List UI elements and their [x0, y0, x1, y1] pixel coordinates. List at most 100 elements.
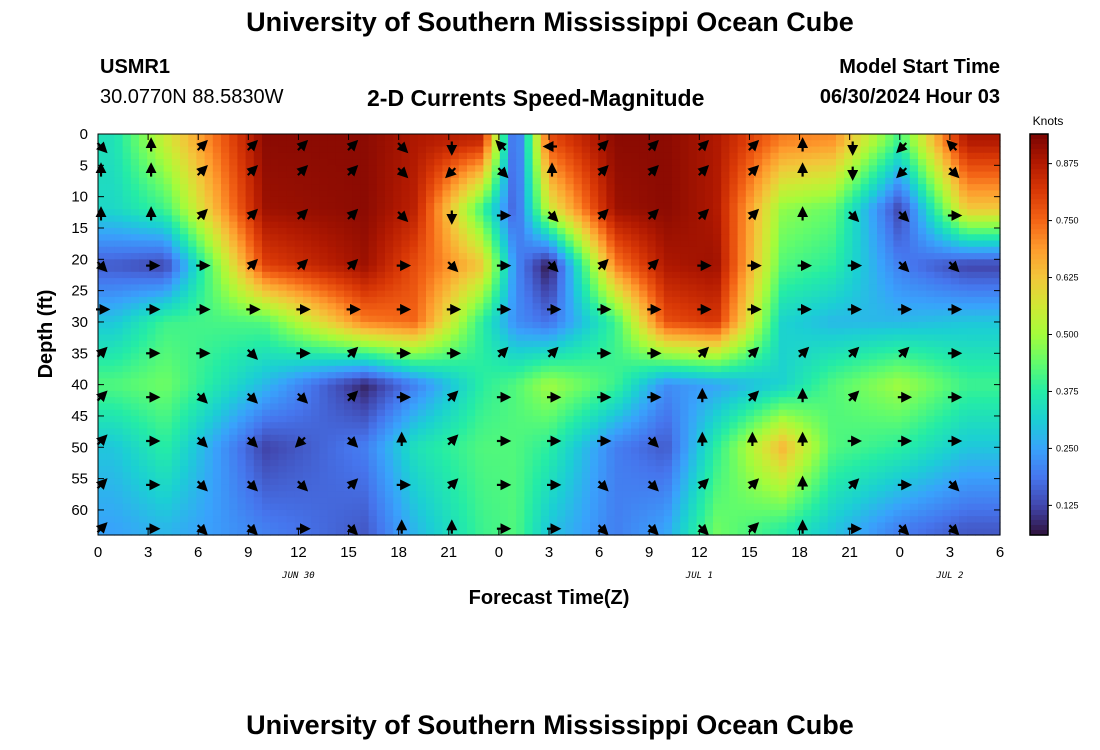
heatmap-cell	[950, 234, 960, 242]
heatmap-cell	[926, 265, 935, 273]
heatmap-cell	[704, 321, 714, 329]
heatmap-cell	[499, 409, 509, 417]
heatmap-cell	[360, 202, 370, 210]
heatmap-cell	[614, 184, 624, 191]
heatmap-cell	[647, 202, 657, 210]
heatmap-cell	[524, 134, 534, 141]
heatmap-cell	[811, 209, 821, 217]
heatmap-cell	[934, 209, 944, 217]
heatmap-cell	[212, 159, 222, 166]
heatmap-cell	[294, 321, 304, 329]
heatmap-cell	[557, 140, 566, 148]
heatmap-cell	[516, 240, 525, 248]
heatmap-cell	[393, 159, 402, 166]
heatmap-cell	[836, 253, 845, 260]
heatmap-cell	[918, 184, 927, 191]
heatmap-cell	[811, 390, 821, 398]
heatmap-cell	[926, 134, 935, 141]
heatmap-cell	[467, 390, 476, 398]
heatmap-cell	[655, 328, 665, 336]
heatmap-cell	[655, 278, 665, 285]
heatmap-cell	[655, 177, 665, 185]
heatmap-cell	[844, 296, 853, 304]
heatmap-cell	[114, 227, 124, 235]
heatmap-cell	[483, 315, 493, 323]
heatmap-cell	[114, 134, 124, 141]
heatmap-cell	[795, 372, 804, 379]
heatmap-cell	[721, 365, 730, 373]
heatmap-cell	[631, 347, 640, 354]
heatmap-cell	[573, 265, 583, 273]
heatmap-cell	[795, 290, 804, 298]
heatmap-cell	[942, 246, 952, 254]
heatmap-cell	[655, 140, 665, 148]
heatmap-cell	[778, 290, 788, 298]
heatmap-cell	[655, 221, 665, 229]
heatmap-cell	[836, 202, 845, 210]
heatmap-cell	[721, 177, 730, 185]
heatmap-cell	[754, 134, 763, 141]
heatmap-cell	[893, 159, 903, 166]
heatmap-cell	[98, 290, 107, 298]
heatmap-cell	[450, 290, 460, 298]
heatmap-cell	[147, 271, 156, 279]
heatmap-cell	[171, 278, 181, 285]
heatmap-cell	[786, 184, 796, 191]
heatmap-cell	[450, 384, 460, 392]
heatmap-cell	[491, 196, 501, 204]
heatmap-cell	[98, 378, 107, 386]
heatmap-cell	[983, 340, 993, 348]
heatmap-cell	[934, 328, 944, 336]
heatmap-cell	[786, 328, 796, 336]
heatmap-cell	[262, 146, 271, 154]
heatmap-cell	[877, 134, 886, 141]
heatmap-cell	[98, 284, 107, 292]
heatmap-cell	[975, 353, 985, 361]
heatmap-cell	[335, 171, 345, 179]
heatmap-cell	[868, 184, 878, 191]
heatmap-cell	[434, 196, 443, 204]
heatmap-cell	[680, 390, 689, 398]
heatmap-cell	[139, 296, 148, 304]
heatmap-cell	[631, 152, 640, 160]
heatmap-cell	[549, 378, 558, 386]
heatmap-cell	[967, 165, 976, 173]
heatmap-cell	[631, 259, 640, 267]
heatmap-cell	[631, 296, 640, 304]
heatmap-cell	[245, 227, 255, 235]
heatmap-cell	[540, 134, 550, 141]
heatmap-cell	[885, 227, 894, 235]
heatmap-cell	[672, 190, 681, 198]
heatmap-cell	[729, 196, 739, 204]
heatmap-cell	[696, 253, 706, 260]
heatmap-cell	[499, 240, 509, 248]
heatmap-cell	[286, 196, 296, 204]
heatmap-cell	[606, 221, 616, 229]
heatmap-cell	[508, 390, 517, 398]
heatmap-cell	[745, 259, 755, 267]
heatmap-cell	[844, 184, 853, 191]
heatmap-cell	[385, 159, 394, 166]
heatmap-cell	[352, 340, 361, 348]
heatmap-cell	[327, 390, 337, 398]
heatmap-cell	[614, 353, 624, 361]
heatmap-cell	[852, 159, 862, 166]
heatmap-cell	[426, 196, 435, 204]
heatmap-cell	[311, 284, 320, 292]
heatmap-cell	[991, 365, 1001, 373]
heatmap-cell	[385, 390, 394, 398]
heatmap-cell	[368, 246, 378, 254]
heatmap-cell	[286, 303, 296, 311]
heatmap-cell	[557, 378, 566, 386]
heatmap-cell	[327, 309, 337, 317]
heatmap-cell	[393, 353, 402, 361]
heatmap-cell	[229, 390, 238, 398]
heatmap-cell	[745, 321, 755, 329]
heatmap-cell	[368, 296, 378, 304]
heatmap-cell	[319, 215, 329, 223]
heatmap-cell	[442, 140, 452, 148]
heatmap-cell	[409, 140, 419, 148]
heatmap-cell	[565, 403, 575, 411]
heatmap-cell	[532, 196, 542, 204]
heatmap-cell	[786, 202, 796, 210]
